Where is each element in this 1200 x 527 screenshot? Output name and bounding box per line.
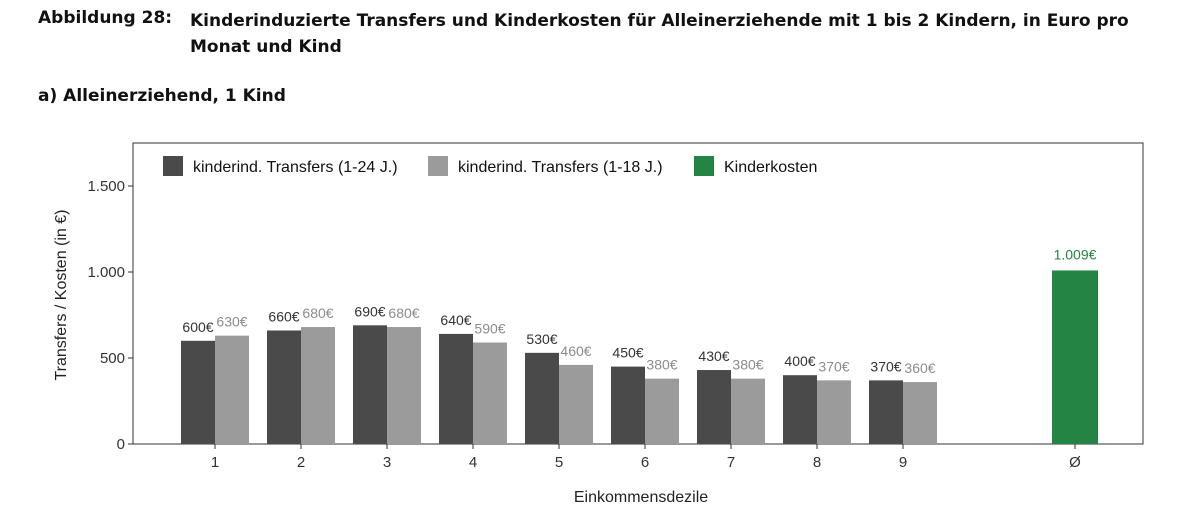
figure-title: Kinderinduzierte Transfers und Kinderkos… <box>190 11 1129 57</box>
data-label-transfers-1-24: 660€ <box>268 308 299 324</box>
data-label-kinderkosten: 1.009€ <box>1054 246 1097 262</box>
data-label-transfers-1-18: 380€ <box>732 357 763 373</box>
data-label-transfers-1-18: 680€ <box>302 305 333 321</box>
data-label-transfers-1-18: 680€ <box>388 305 419 321</box>
data-label-transfers-1-18: 630€ <box>216 314 247 330</box>
data-label-transfers-1-24: 530€ <box>526 331 557 347</box>
x-tick-label: 6 <box>641 454 649 471</box>
bar-transfers-1-24 <box>525 352 559 444</box>
x-tick-label: 3 <box>383 454 391 471</box>
legend-swatch <box>428 156 448 176</box>
bar-transfers-1-24 <box>267 330 301 444</box>
bar-transfers-1-18 <box>817 380 851 444</box>
data-label-transfers-1-24: 430€ <box>698 348 729 364</box>
bar-transfers-1-18 <box>903 382 937 444</box>
legend-label: Kinderkosten <box>724 159 817 176</box>
bar-transfers-1-24 <box>181 340 215 444</box>
data-label-transfers-1-18: 380€ <box>646 357 677 373</box>
bar-transfers-1-24 <box>611 366 645 444</box>
x-tick-label: 2 <box>297 454 305 471</box>
figure-number: Abbildung 28: <box>38 8 173 28</box>
bar-transfers-1-24 <box>353 325 387 444</box>
bar-kinderkosten <box>1052 270 1098 444</box>
bar-transfers-1-18 <box>301 327 335 444</box>
bar-transfers-1-18 <box>559 364 593 444</box>
data-label-transfers-1-24: 450€ <box>612 345 643 361</box>
x-tick-label: 1 <box>211 454 219 471</box>
data-label-transfers-1-18: 370€ <box>818 358 849 374</box>
y-axis-title: Transfers / Kosten (in €) <box>53 209 70 380</box>
bar-transfers-1-24 <box>783 375 817 444</box>
bar-transfers-1-18 <box>731 378 765 444</box>
y-tick-label: 500 <box>100 350 125 367</box>
data-label-transfers-1-18: 360€ <box>904 360 935 376</box>
x-tick-label: Ø <box>1069 454 1081 471</box>
y-tick-label: 0 <box>117 436 125 453</box>
bar-transfers-1-18 <box>215 335 249 444</box>
legend-swatch <box>163 156 183 176</box>
x-tick-label: 8 <box>813 454 821 471</box>
bar-transfers-1-24 <box>439 333 473 444</box>
bar-transfers-1-24 <box>697 370 731 444</box>
legend-swatch <box>694 156 714 176</box>
bar-transfers-1-18 <box>473 342 507 444</box>
data-label-transfers-1-24: 400€ <box>784 353 815 369</box>
data-label-transfers-1-18: 460€ <box>560 343 591 359</box>
y-tick-label: 1.500 <box>87 178 125 195</box>
data-label-transfers-1-18: 590€ <box>474 321 505 337</box>
bar-transfers-1-18 <box>387 327 421 444</box>
bar-transfers-1-24 <box>869 380 903 444</box>
data-label-transfers-1-24: 690€ <box>354 303 385 319</box>
bar-transfers-1-18 <box>645 378 679 444</box>
x-tick-label: 7 <box>727 454 735 471</box>
data-label-transfers-1-24: 640€ <box>440 312 471 328</box>
legend-label: kinderind. Transfers (1-18 J.) <box>458 159 663 176</box>
x-axis-title: Einkommensdezile <box>574 489 708 506</box>
chart-subtitle: a) Alleinerziehend, 1 Kind <box>38 86 286 106</box>
data-label-transfers-1-24: 370€ <box>870 358 901 374</box>
data-label-transfers-1-24: 600€ <box>182 319 213 335</box>
x-tick-label: 5 <box>555 454 563 471</box>
x-tick-label: 4 <box>469 454 477 471</box>
x-tick-label: 9 <box>899 454 907 471</box>
y-tick-label: 1.000 <box>87 264 125 281</box>
legend-label: kinderind. Transfers (1-24 J.) <box>193 159 398 176</box>
